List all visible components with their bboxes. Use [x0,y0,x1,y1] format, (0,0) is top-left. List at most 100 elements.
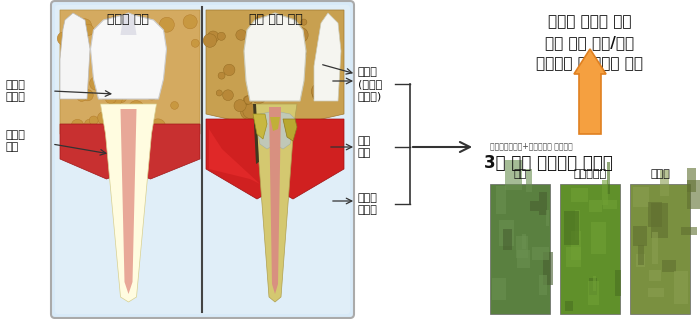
Bar [564,211,579,245]
Circle shape [140,23,146,30]
Polygon shape [60,124,200,179]
Circle shape [265,84,277,96]
Circle shape [223,64,235,76]
Bar [539,192,547,215]
Text: 3중 억제 자생식물 추출물: 3중 억제 자생식물 추출물 [484,154,613,172]
Bar [575,211,580,240]
Polygon shape [314,13,341,101]
Bar [638,245,645,265]
FancyBboxPatch shape [51,1,354,318]
Bar [571,188,588,202]
Circle shape [128,100,144,116]
Circle shape [83,24,94,36]
Circle shape [236,30,246,40]
Bar [630,184,690,314]
Circle shape [106,17,120,30]
Text: 프라크
(구강균
과증식): 프라크 (구강균 과증식) [358,67,382,101]
Polygon shape [209,129,260,184]
Bar [543,252,553,285]
Circle shape [272,46,286,60]
Circle shape [104,109,118,123]
Circle shape [120,38,128,46]
Circle shape [146,89,158,100]
Circle shape [298,49,306,58]
Circle shape [218,72,225,79]
Bar [545,210,550,226]
Bar [602,180,608,205]
Circle shape [116,110,127,121]
Bar [564,301,573,311]
Bar [603,200,617,209]
Circle shape [312,83,327,99]
Circle shape [300,29,307,36]
Bar [636,254,645,267]
Bar [680,226,696,235]
Polygon shape [253,114,267,139]
Circle shape [183,15,197,29]
Circle shape [72,43,86,57]
Circle shape [158,40,164,47]
Polygon shape [244,13,306,101]
Polygon shape [60,10,200,139]
Circle shape [288,33,302,48]
Circle shape [270,83,286,99]
Bar [589,278,597,295]
Polygon shape [283,119,297,141]
Circle shape [97,65,113,80]
Bar [589,200,603,211]
Circle shape [160,17,174,32]
Circle shape [139,108,147,115]
Polygon shape [269,107,281,294]
Circle shape [143,25,154,36]
Circle shape [89,116,98,125]
Bar [522,234,526,249]
Circle shape [203,34,216,47]
Circle shape [63,24,72,32]
Polygon shape [255,111,295,149]
Circle shape [78,37,85,43]
Bar [571,231,581,260]
Polygon shape [270,117,280,131]
Circle shape [129,60,135,66]
Bar [634,226,647,246]
Bar [650,203,668,238]
Bar [490,184,550,314]
Text: 건강한
골조직: 건강한 골조직 [5,80,25,102]
Bar [496,186,506,214]
Text: 염증
잇몸: 염증 잇몸 [358,136,371,158]
Circle shape [244,96,253,104]
Polygon shape [90,13,167,99]
Circle shape [297,78,304,85]
Circle shape [216,90,223,96]
Text: 건강한 치아: 건강한 치아 [107,13,149,26]
Bar [687,180,700,209]
Circle shape [234,100,246,112]
Circle shape [290,61,305,75]
Circle shape [293,27,308,43]
Bar [662,260,676,272]
Bar [530,201,539,211]
Circle shape [150,119,166,135]
Circle shape [301,19,307,25]
Text: 소실된
골조직: 소실된 골조직 [358,193,378,215]
Circle shape [312,88,325,100]
Polygon shape [101,104,157,302]
Circle shape [275,80,289,94]
Circle shape [256,15,267,26]
Text: 치주 질환 치아: 치주 질환 치아 [249,13,303,26]
Bar [648,202,662,227]
Circle shape [270,38,284,53]
Circle shape [251,88,267,104]
Bar [560,184,620,314]
Text: 숲개밀: 숲개밀 [650,169,670,179]
Circle shape [144,89,150,96]
Bar [566,248,581,267]
Bar [503,229,512,250]
Circle shape [191,39,200,47]
Circle shape [105,92,116,104]
Circle shape [256,45,271,61]
Circle shape [328,60,335,66]
Circle shape [71,119,83,132]
Bar [500,220,514,246]
Bar [648,288,664,297]
